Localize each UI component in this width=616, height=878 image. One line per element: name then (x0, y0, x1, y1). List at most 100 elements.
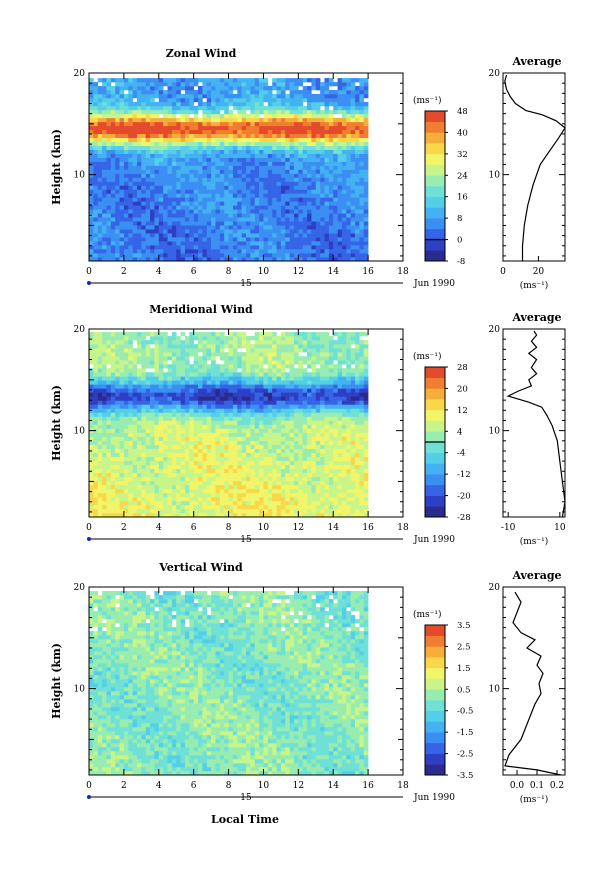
heatmap-cell (285, 130, 290, 134)
heatmap-cell (316, 86, 321, 90)
heatmap-cell (246, 193, 251, 197)
heatmap-cell (263, 189, 268, 193)
heatmap-cell (115, 189, 120, 193)
heatmap-cell (163, 134, 168, 138)
heatmap-cell (298, 98, 303, 102)
colorbar-swatch (425, 154, 445, 165)
heatmap-cell (229, 78, 234, 82)
heatmap-cell (159, 453, 164, 457)
heatmap-cell (207, 412, 212, 416)
heatmap-cell (124, 505, 129, 509)
heatmap-cell (307, 396, 312, 400)
heatmap-cell (176, 400, 181, 404)
heatmap-cell (346, 245, 351, 249)
heatmap-cell (307, 461, 312, 465)
heatmap-cell (93, 110, 98, 114)
heatmap-cell (250, 465, 255, 469)
heatmap-cell (128, 197, 133, 201)
heatmap-cell (259, 158, 264, 162)
heatmap-cell (268, 130, 273, 134)
colorbar-unit-label: (ms⁻¹) (413, 95, 442, 106)
heatmap-cell (163, 130, 168, 134)
heatmap-cell (338, 146, 343, 150)
heatmap-cell (141, 118, 146, 122)
heatmap-cell (342, 122, 347, 126)
heatmap-cell (202, 197, 207, 201)
heatmap-cell (303, 408, 308, 412)
heatmap-cell (150, 477, 155, 481)
heatmap-cell (342, 94, 347, 98)
heatmap-cell (133, 185, 138, 189)
heatmap-cell (307, 221, 312, 225)
heatmap-cell (329, 146, 334, 150)
heatmap-cell (215, 185, 220, 189)
heatmap-cell (272, 170, 277, 174)
heatmap-cell (281, 118, 286, 122)
heatmap-cell (329, 166, 334, 170)
heatmap-cell (242, 146, 247, 150)
heatmap-cell (215, 118, 220, 122)
heatmap-cell (359, 189, 364, 193)
heatmap-cell (307, 110, 312, 114)
heatmap-cell (351, 162, 356, 166)
heatmap-cell (146, 102, 151, 106)
heatmap-cell (333, 245, 338, 249)
heatmap-cell (329, 90, 334, 94)
heatmap-cell (316, 253, 321, 257)
heatmap-cell (189, 433, 194, 437)
heatmap-cell (150, 170, 155, 174)
heatmap-cell (246, 437, 251, 441)
heatmap-cell (181, 114, 186, 118)
heatmap-cell (233, 249, 238, 253)
heatmap-cell (263, 509, 268, 513)
heatmap-cell (285, 189, 290, 193)
heatmap-cell (211, 237, 216, 241)
heatmap-cell (89, 453, 94, 457)
heatmap-cell (351, 126, 356, 130)
heatmap-cell (263, 225, 268, 229)
heatmap-cell (215, 457, 220, 461)
heatmap-cell (150, 189, 155, 193)
heatmap-cell (316, 150, 321, 154)
heatmap-cell (124, 457, 129, 461)
heatmap-cell (237, 437, 242, 441)
heatmap-cell (346, 396, 351, 400)
heatmap-cell (351, 213, 356, 217)
heatmap-cell (163, 205, 168, 209)
heatmap-cell (207, 78, 212, 82)
heatmap-cell (255, 241, 260, 245)
heatmap-cell (320, 505, 325, 509)
heatmap-cell (346, 185, 351, 189)
heatmap-cell (233, 429, 238, 433)
heatmap-cell (342, 221, 347, 225)
heatmap-cell (115, 400, 120, 404)
heatmap-cell (141, 469, 146, 473)
heatmap-cell (294, 237, 299, 241)
heatmap-cell (242, 205, 247, 209)
heatmap-cell (259, 181, 264, 185)
heatmap-cell (272, 493, 277, 497)
heatmap-cell (106, 90, 111, 94)
heatmap-cell (250, 205, 255, 209)
heatmap-cell (220, 130, 225, 134)
heatmap-cell (176, 505, 181, 509)
heatmap-cell (198, 197, 203, 201)
heatmap-cell (233, 205, 238, 209)
heatmap-cell (202, 217, 207, 221)
heatmap-cell (159, 421, 164, 425)
heatmap-cell (307, 181, 312, 185)
heatmap-cell (207, 441, 212, 445)
heatmap-cell (124, 217, 129, 221)
heatmap-cell (133, 189, 138, 193)
heatmap-cell (207, 106, 212, 110)
heatmap-cell (133, 437, 138, 441)
heatmap-cell (346, 441, 351, 445)
heatmap-cell (202, 249, 207, 253)
heatmap-cell (290, 509, 295, 513)
heatmap-cell (355, 404, 360, 408)
heatmap-cell (233, 201, 238, 205)
heatmap-cell (268, 477, 273, 481)
heatmap-cell (115, 162, 120, 166)
heatmap-cell (268, 221, 273, 225)
heatmap-cell (154, 213, 159, 217)
